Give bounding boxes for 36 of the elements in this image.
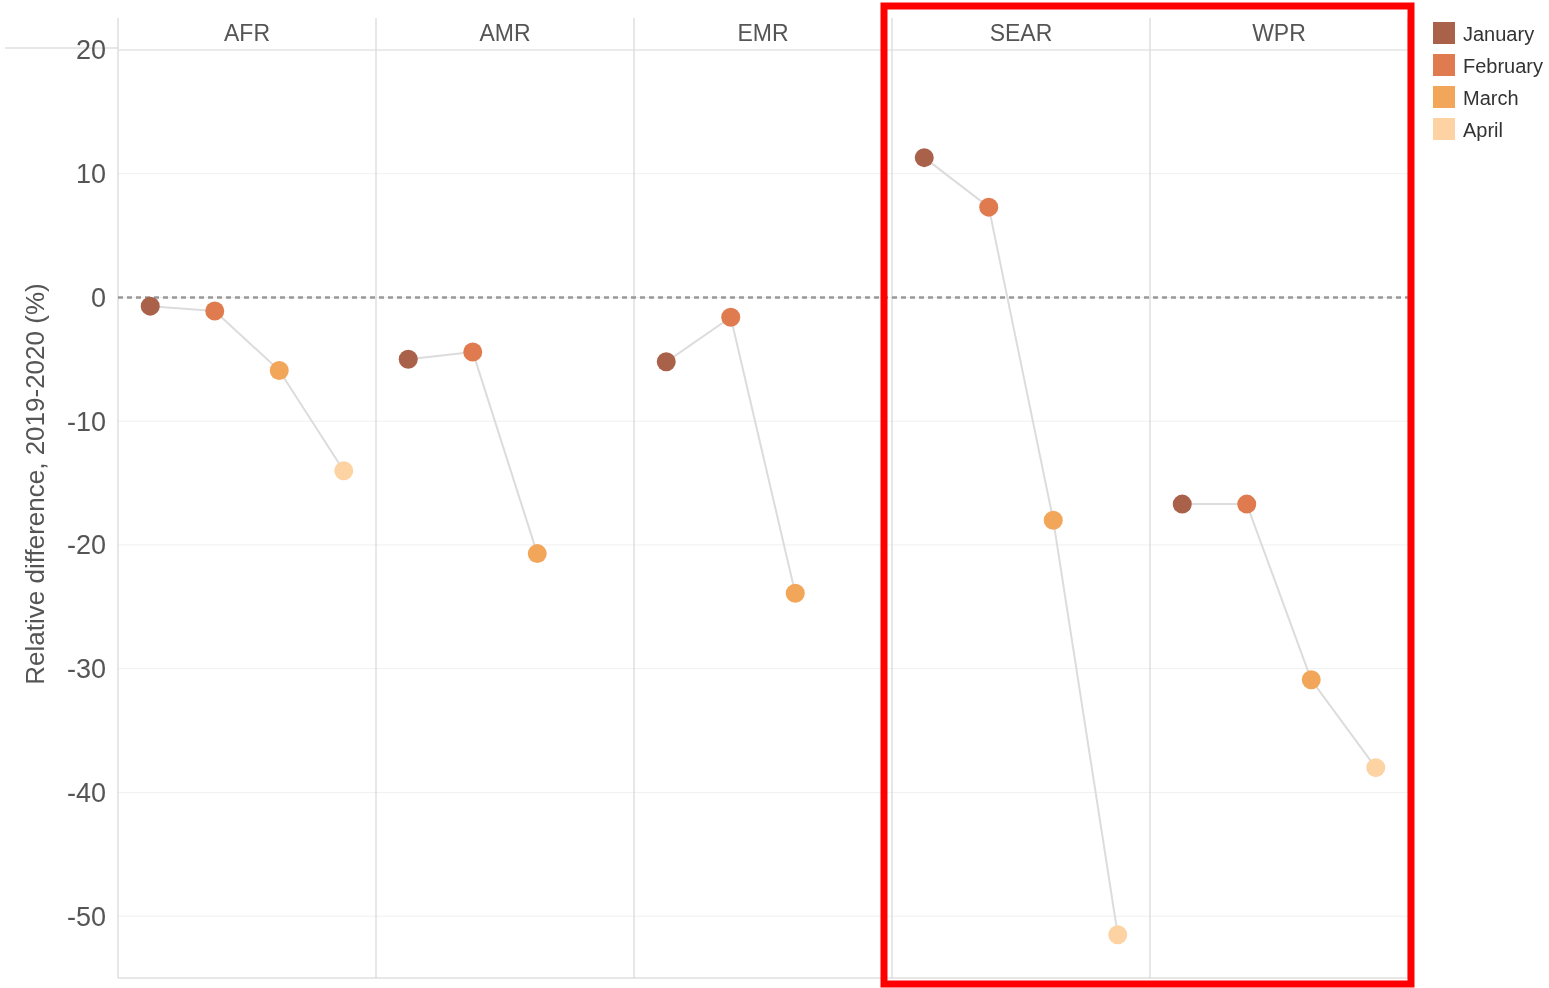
point: [656, 352, 676, 372]
text: AFR: [224, 20, 270, 46]
point: [140, 296, 160, 316]
point: [1172, 494, 1192, 514]
point: [1237, 494, 1257, 514]
point: [785, 583, 805, 603]
y-tick-label: -30: [66, 654, 106, 685]
point: [463, 342, 483, 362]
point: [269, 360, 289, 380]
y-tick-label: -10: [66, 406, 106, 437]
point: [398, 349, 418, 369]
text: AMR: [479, 20, 531, 46]
y-tick-label: 20: [75, 35, 106, 66]
y-axis-title: Relative difference, 2019-2020 (%): [20, 283, 50, 685]
y-tick-label: 10: [75, 159, 106, 190]
y-tick-label: -50: [66, 901, 106, 932]
text: SEAR: [989, 20, 1053, 46]
text: EMR: [737, 20, 789, 46]
point: [334, 461, 354, 481]
point: [527, 544, 547, 564]
point: [1043, 510, 1063, 530]
point: [1108, 925, 1128, 945]
point: [1366, 758, 1386, 778]
y-tick-label: -20: [66, 530, 106, 561]
point: [721, 307, 741, 327]
y-tick-label: 0: [90, 282, 106, 313]
y-tick-label: -40: [66, 777, 106, 808]
legend-label: February: [1463, 55, 1544, 77]
legend-label: April: [1463, 119, 1504, 141]
point: [1301, 670, 1321, 690]
point: [979, 197, 999, 217]
point: [914, 148, 934, 168]
legend-label: January: [1463, 23, 1535, 45]
legend-label: March: [1463, 87, 1519, 109]
text: WPR: [1252, 20, 1306, 46]
point: [205, 301, 225, 321]
